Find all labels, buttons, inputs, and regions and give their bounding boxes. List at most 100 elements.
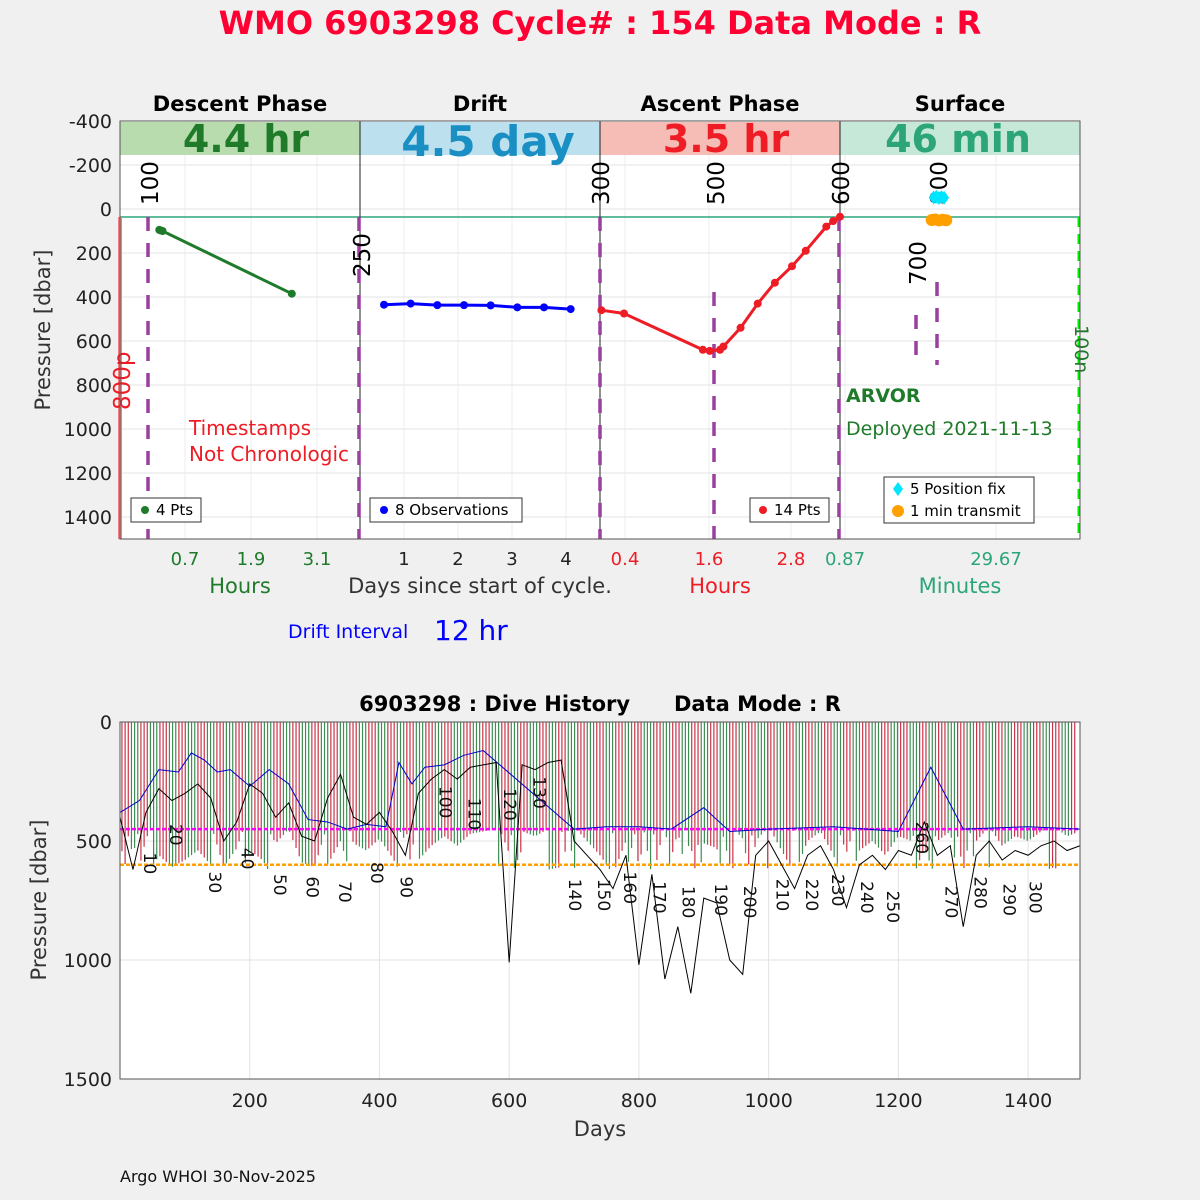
- ascent-point: [836, 212, 844, 221]
- surface-duration: 46 min: [885, 117, 1031, 161]
- descent-tick: 0.7: [171, 549, 200, 570]
- drift-point: [406, 299, 415, 308]
- drift-interval-label: Drift Interval: [288, 621, 408, 643]
- deployed-date: Deployed 2021-11-13: [846, 418, 1053, 440]
- surface-tick: 29.67: [970, 549, 1022, 570]
- drift-point: [566, 305, 575, 314]
- top-y-tick-label: 800: [76, 375, 112, 397]
- cycle-number-label: 210: [772, 879, 792, 911]
- ascent-legend: 14 Pts: [749, 497, 830, 523]
- drift-phase-title: Drift: [453, 92, 507, 116]
- cycle-number-label: 140: [564, 879, 584, 911]
- cycle-number-label: 290: [999, 883, 1019, 915]
- descent-duration-band: [120, 122, 360, 155]
- footer-credit: Argo WHOI 30-Nov-2025: [120, 1167, 316, 1186]
- cycle-number-label: 50: [269, 874, 289, 896]
- ascent-duration-band: [600, 122, 840, 155]
- timestamps-warning-line2: Not Chronologic: [189, 442, 349, 466]
- drift-duration: 4.5 day: [401, 117, 575, 166]
- descent-duration: 4.4 hr: [183, 117, 310, 161]
- top-y-tick-label: -200: [69, 155, 112, 177]
- cycle-number-label: 100: [434, 786, 454, 818]
- surface-legend-box: [883, 476, 1035, 524]
- descent-point: [158, 227, 167, 235]
- cycle-number-label: 110: [464, 798, 484, 830]
- ascent-point: [719, 342, 728, 351]
- ascent-point: [736, 323, 745, 332]
- cycle-number-label: 300: [1025, 881, 1045, 913]
- transmit-point: [940, 214, 953, 227]
- drift-point: [433, 301, 442, 310]
- ascent-point: [698, 345, 707, 354]
- dive-history-x-tick: 1000: [744, 1090, 792, 1112]
- cycle-number-label: 270: [940, 886, 960, 918]
- top-series: [155, 189, 953, 355]
- cycle-number-label: 80: [366, 862, 386, 884]
- drift-duration-band: [360, 122, 600, 155]
- cycle-number-label: 20: [165, 824, 185, 846]
- dive-history-y-label: Pressure [dbar]: [27, 820, 51, 981]
- ascent-duration: 3.5 hr: [663, 117, 790, 161]
- ascent-tick: 0.4: [611, 549, 640, 570]
- top-frame: [119, 120, 1081, 540]
- drift-point: [513, 303, 522, 312]
- top-y-tick-label: 1200: [64, 463, 112, 485]
- top-y-tick-label: 600: [76, 331, 112, 353]
- ascent-point: [801, 246, 810, 255]
- ascent-point: [597, 306, 606, 315]
- dive-history-x-tick: 600: [491, 1090, 527, 1112]
- cycle-number-label: 160: [619, 872, 639, 904]
- transmit-legend-label: 1 min transmit: [910, 502, 1021, 520]
- descent-axis-label: Hours: [209, 574, 271, 598]
- drift-tick: 4: [560, 549, 571, 570]
- drift-tick: 2: [452, 549, 463, 570]
- dive-history-x-tick: 1200: [874, 1090, 922, 1112]
- cycle-number-label: 150: [593, 879, 613, 911]
- dive-history-x-tick: 800: [621, 1090, 657, 1112]
- marker-label-100: 100: [138, 161, 164, 205]
- marker-label-600: 600: [829, 161, 855, 205]
- drift-point: [460, 301, 468, 310]
- ascent-point: [620, 309, 628, 318]
- cycle-number-label: 70: [334, 881, 354, 903]
- dive-history-panel: 6903298 : Dive History Data Mode : R 10 2…: [27, 692, 1081, 1141]
- cycle-number-label: 10: [139, 853, 159, 875]
- top-y-tick-label: 1400: [64, 507, 112, 529]
- drift-pressure-trace: [119, 750, 1081, 833]
- drift-tick: 1: [398, 549, 409, 570]
- surface-duration-band: [840, 122, 1080, 155]
- dive-history-lines: [119, 750, 1081, 994]
- cycle-number-label: 90: [395, 876, 415, 898]
- drift-legend-marker: [380, 506, 388, 514]
- ascent-point: [753, 299, 762, 308]
- descent-legend-label: 4 Pts: [156, 501, 193, 519]
- position-fix-point: [939, 190, 950, 205]
- ascent-phase-title: Ascent Phase: [641, 92, 800, 116]
- drift-point: [486, 301, 495, 310]
- cycle-number-label: 240: [856, 881, 876, 913]
- drift-point: [380, 300, 388, 309]
- main-title: WMO 6903298 Cycle# : 154 Data Mode : R: [219, 4, 982, 42]
- descent-legend-marker: [141, 506, 149, 514]
- marker-label-250: 250: [350, 233, 376, 277]
- cycle-number-label: 200: [739, 886, 759, 918]
- ascent-point: [705, 346, 714, 355]
- surface-legend: 5 Position fix 1 min transmit: [883, 476, 1035, 524]
- cycle-number-label: 120: [499, 788, 519, 820]
- ascent-point: [822, 222, 831, 231]
- marker-label-300: 300: [589, 161, 615, 205]
- cycle-number-label: 250: [882, 891, 902, 923]
- ascent-tick: 2.8: [777, 549, 806, 570]
- marker-label-800p: 800p: [110, 352, 136, 411]
- drift-interval-value: 12 hr: [434, 614, 508, 647]
- dive-history-y-tick: 0: [100, 712, 112, 734]
- dive-history-y-ticks: 0 500 1000 1500: [64, 712, 112, 1091]
- dive-history-x-label: Days: [574, 1117, 626, 1141]
- drift-legend: 8 Observations: [369, 497, 523, 523]
- drift-axis-label: Days since start of cycle.: [348, 574, 612, 598]
- dive-history-x-tick: 400: [361, 1090, 397, 1112]
- top-y-tick-label: -400: [69, 111, 112, 133]
- dive-history-title: 6903298 : Dive History Data Mode : R: [359, 692, 841, 716]
- dive-history-frame: [119, 721, 1081, 1080]
